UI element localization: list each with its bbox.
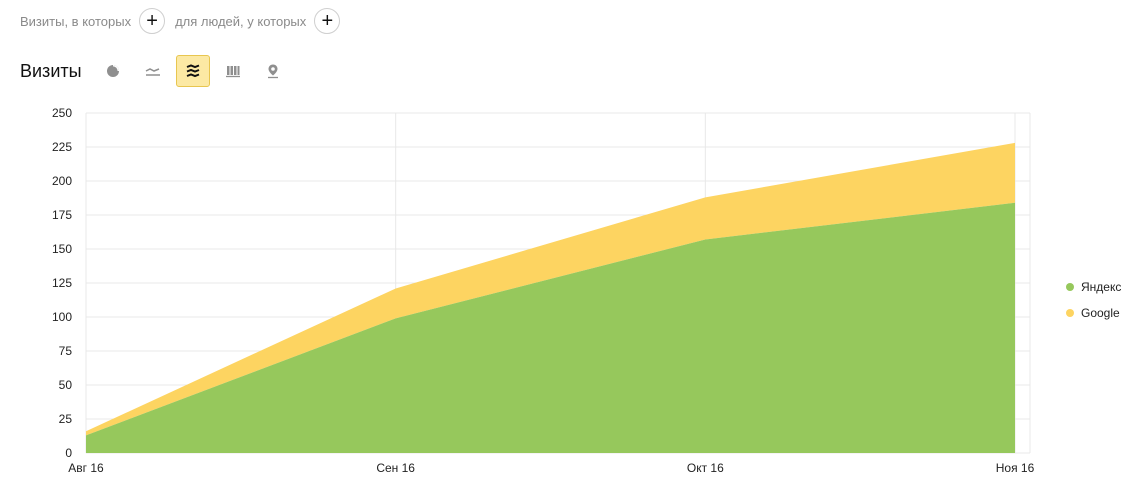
x-axis-tick-labels: Авг 16 Сен 16 Окт 16 Ноя 16 (68, 461, 1034, 475)
legend-item-google[interactable]: Google (1066, 300, 1121, 326)
visits-condition-label: Визиты, в которых (20, 13, 132, 29)
y-tick-label: 200 (52, 174, 72, 188)
legend-label-yandex: Яндекс (1081, 280, 1122, 294)
y-tick-label: 175 (52, 208, 72, 222)
stacked-area-chart: 0 25 50 75 100 125 150 175 200 225 250 Авг 16 Сен 1… (52, 106, 1035, 475)
map-pin-icon (267, 64, 278, 79)
legend-marker-google (1066, 309, 1074, 317)
series-area-yandex (86, 202, 1015, 453)
x-tick-label: Авг 16 (68, 461, 104, 475)
x-tick-label: Окт 16 (687, 461, 724, 475)
line-chart-icon (145, 68, 160, 76)
stacked-area-view-button[interactable] (175, 55, 210, 87)
y-tick-label: 50 (59, 378, 73, 392)
area-series (86, 142, 1015, 453)
bar-chart-icon (225, 66, 240, 78)
chart-title: Визиты (20, 60, 82, 81)
pie-chart-icon (106, 65, 119, 77)
pie-view-button[interactable] (96, 55, 130, 87)
add-visits-condition-button[interactable]: + (139, 8, 166, 34)
y-tick-label: 75 (59, 344, 73, 358)
map-view-button[interactable] (256, 55, 290, 87)
y-tick-label: 100 (52, 310, 72, 324)
line-view-button[interactable] (136, 55, 170, 87)
series-area-google (86, 142, 1015, 436)
people-condition-label: для людей, у которых (175, 13, 307, 29)
add-people-condition-button[interactable]: + (314, 8, 341, 34)
chart-header: Визиты (20, 54, 296, 88)
bar-view-button[interactable] (216, 55, 250, 87)
x-tick-label: Ноя 16 (996, 461, 1035, 475)
legend-label-google: Google (1081, 306, 1120, 320)
y-tick-label: 150 (52, 242, 72, 256)
stacked-area-chart-icon (186, 64, 199, 78)
y-tick-label: 225 (52, 140, 72, 154)
y-tick-label: 0 (65, 446, 72, 460)
legend-marker-yandex (1066, 283, 1074, 291)
segment-filter-bar: Визиты, в которых + для людей, у которых… (20, 6, 350, 36)
y-tick-label: 250 (52, 106, 72, 120)
y-tick-label: 125 (52, 276, 72, 290)
y-axis-tick-labels: 0 25 50 75 100 125 150 175 200 225 250 (52, 106, 72, 460)
y-tick-label: 25 (59, 412, 73, 426)
legend-item-yandex[interactable]: Яндекс (1066, 274, 1121, 300)
x-tick-label: Сен 16 (376, 461, 415, 475)
chart-legend: Яндекс Google (1066, 274, 1121, 326)
